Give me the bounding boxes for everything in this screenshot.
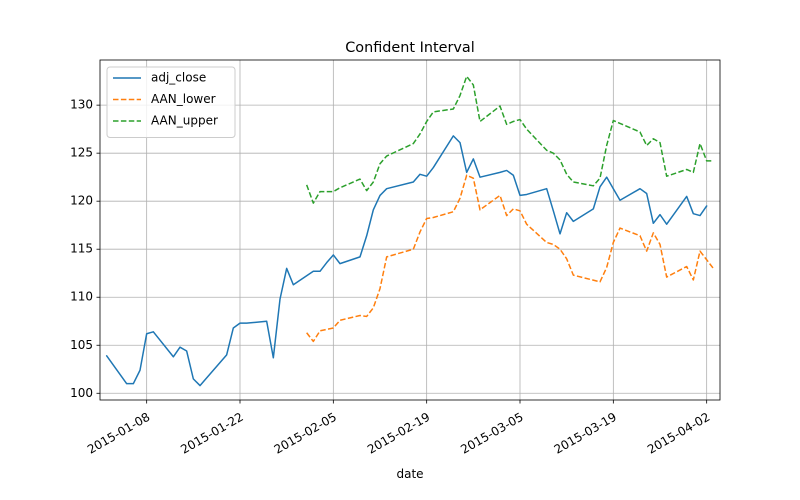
y-tick-label: 105 <box>70 338 93 352</box>
y-tick-label: 130 <box>70 98 93 112</box>
series-lines <box>105 75 714 387</box>
legend-label: AAN_lower <box>151 92 216 106</box>
chart-title: Confident Interval <box>345 40 474 56</box>
legend: adj_close AAN_lower AAN_upper <box>106 66 236 138</box>
grid-lines <box>100 60 720 400</box>
y-tick-label: 100 <box>70 386 93 400</box>
plot-frame <box>99 59 721 401</box>
legend-box <box>106 66 236 138</box>
series-line-aan-upper <box>305 75 714 204</box>
x-axis-label: date <box>396 467 423 481</box>
legend-label: adj_close <box>151 71 206 85</box>
y-tick-label: 115 <box>70 242 93 256</box>
legend-label: AAN_upper <box>151 114 218 128</box>
series-line-adj-close <box>105 135 708 387</box>
y-tick-label: 110 <box>70 290 93 304</box>
series-line-aan-lower <box>306 174 714 343</box>
y-tick-label: 125 <box>70 146 93 160</box>
y-tick-label: 120 <box>70 194 93 208</box>
